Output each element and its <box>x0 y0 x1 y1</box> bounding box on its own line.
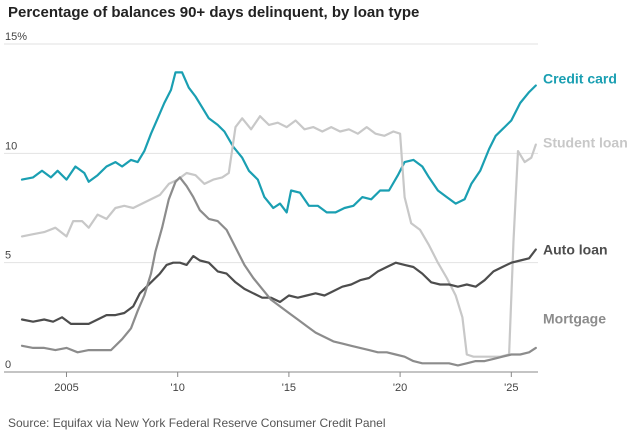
series-line-student-loan <box>20 115 537 358</box>
gridlines: 0 5 10 15% <box>4 31 538 373</box>
y-tick-label: 10 <box>5 140 17 152</box>
series-label-auto-loan: Auto loan <box>543 242 608 258</box>
series-label-mortgage: Mortgage <box>543 311 606 327</box>
x-axis: 2005 '10 '15 '20 '25 <box>54 372 518 394</box>
chart-title: Percentage of balances 90+ days delinque… <box>8 4 420 21</box>
series-line-credit-card <box>20 71 537 214</box>
x-tick-label: '10 <box>171 382 185 394</box>
series-lines <box>20 71 537 367</box>
series-line-auto-loan <box>20 248 537 325</box>
y-tick-label: 15% <box>5 31 27 43</box>
series-label-credit-card: Credit card <box>543 71 617 87</box>
x-tick-label: '20 <box>393 382 407 394</box>
x-tick-label: 2005 <box>54 382 78 394</box>
series-labels: Credit card Student loan Auto loan Mortgage <box>543 71 628 327</box>
x-tick-label: '15 <box>282 382 296 394</box>
y-tick-label: 0 <box>5 359 11 371</box>
source-note: Source: Equifax via New York Federal Res… <box>8 416 386 430</box>
y-tick-label: 5 <box>5 250 11 262</box>
series-label-student-loan: Student loan <box>543 135 628 151</box>
x-tick-label: '25 <box>504 382 518 394</box>
series-line-mortgage <box>20 176 537 367</box>
